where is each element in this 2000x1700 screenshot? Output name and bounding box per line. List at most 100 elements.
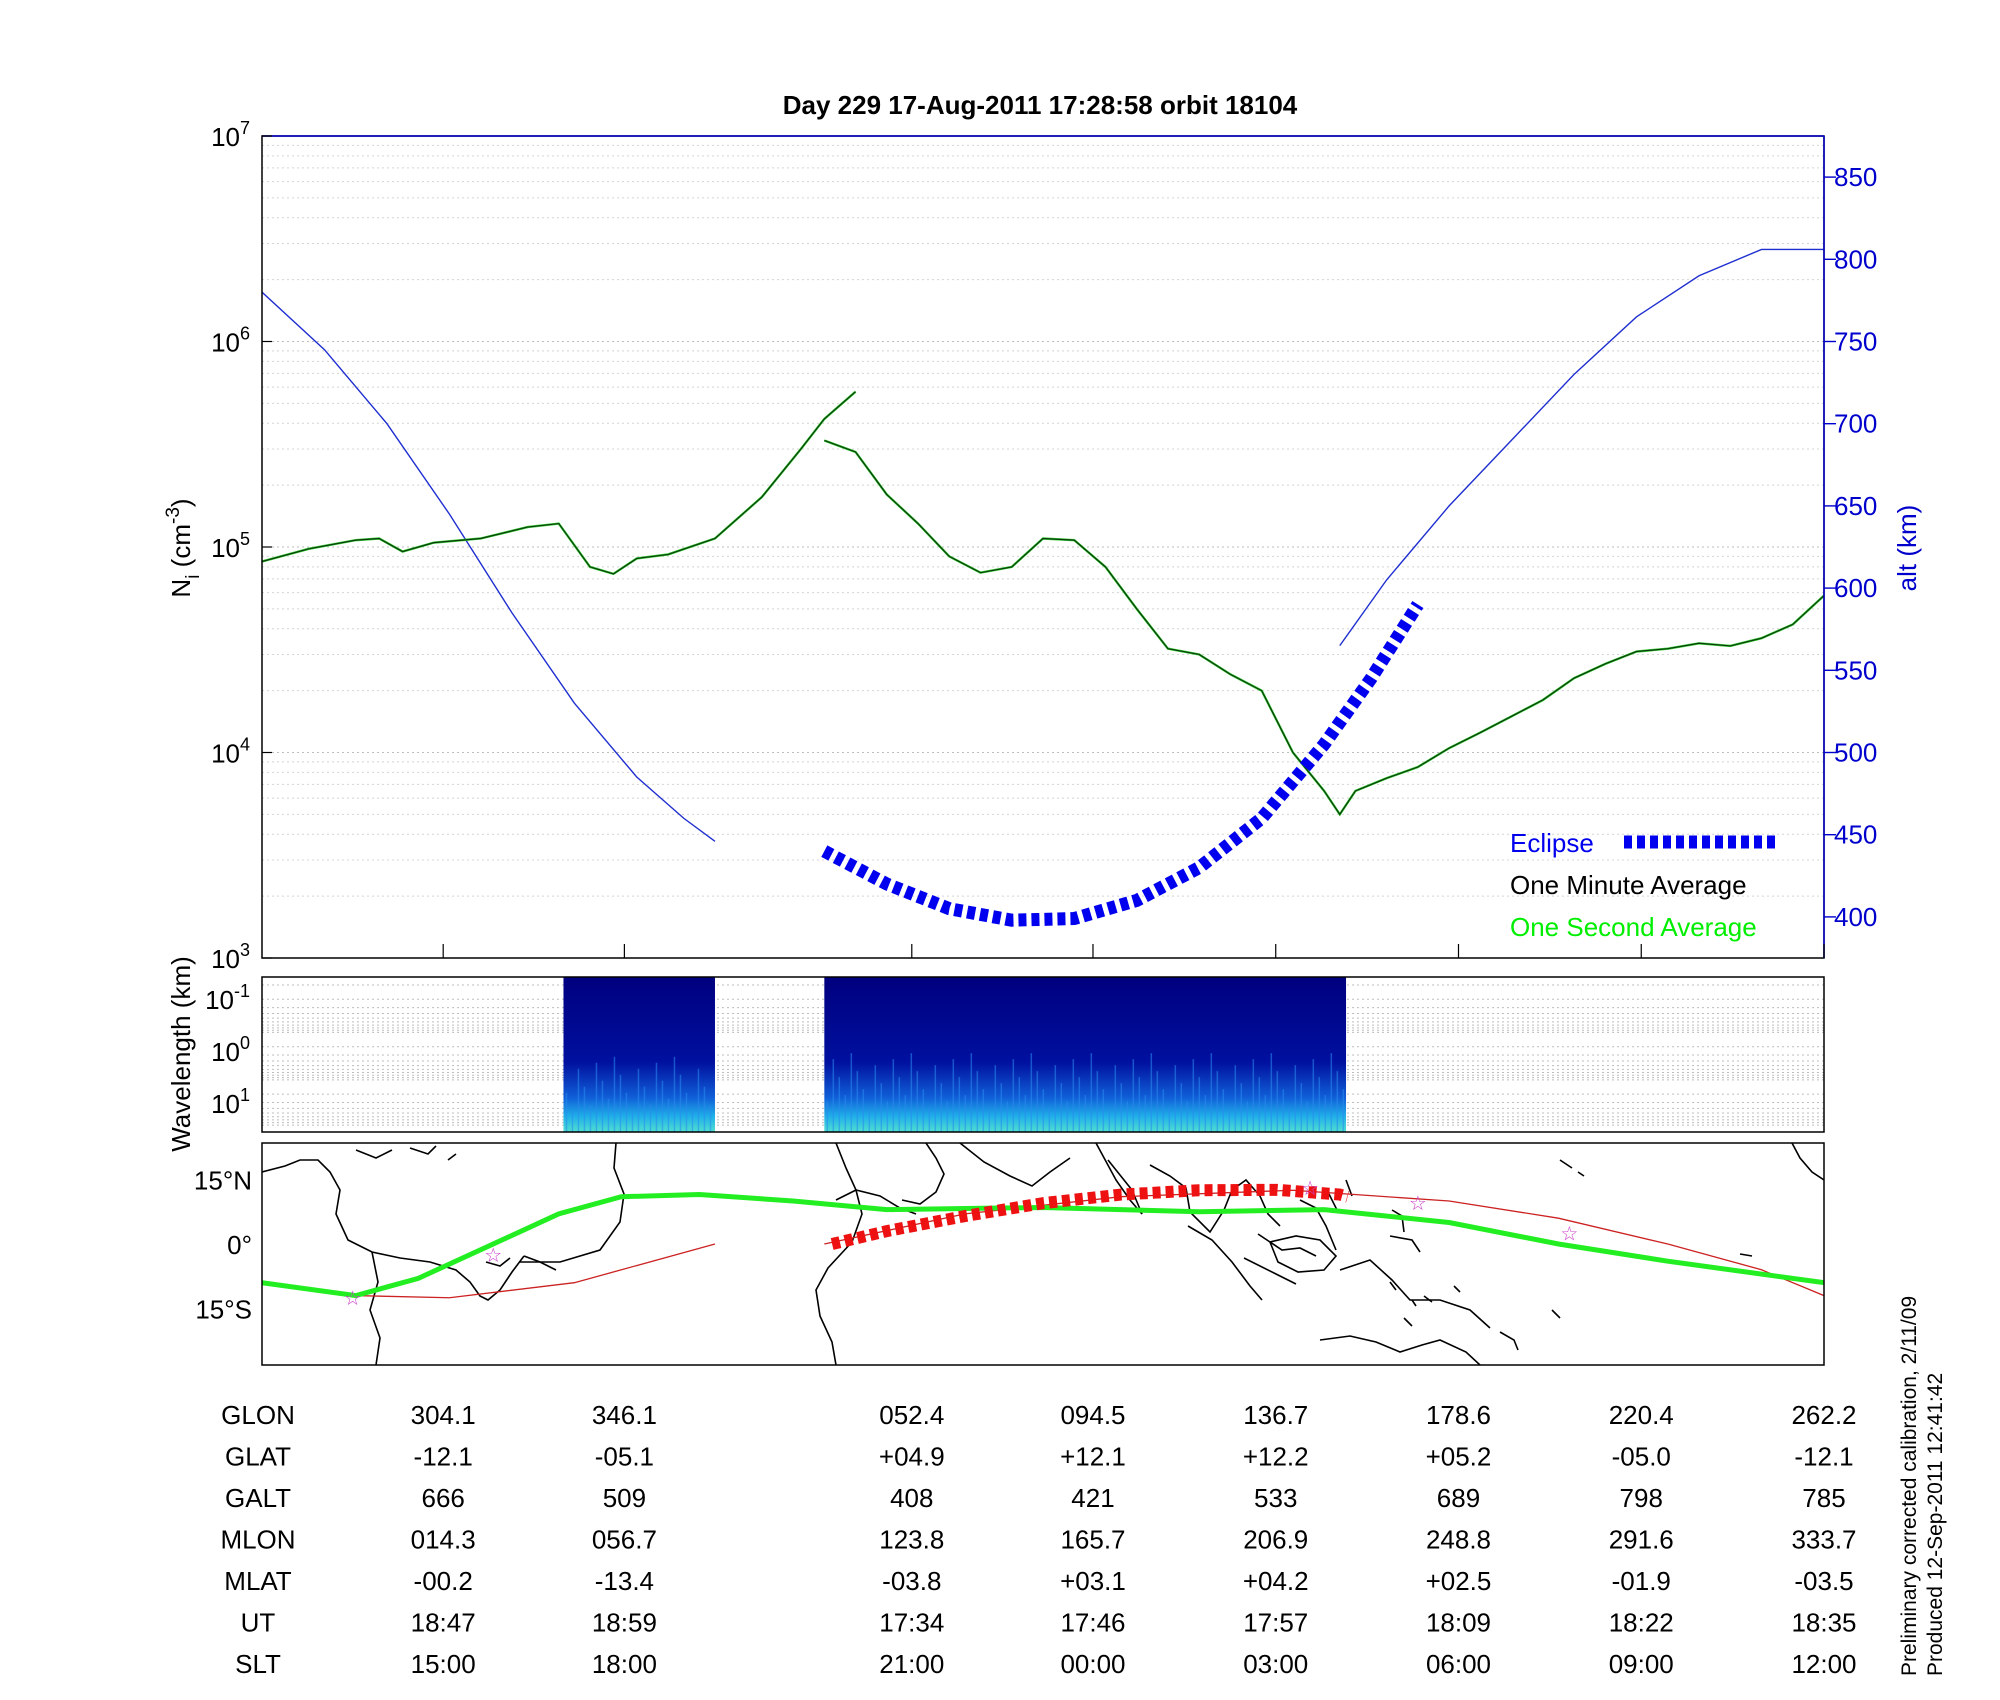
- table-cell: +04.2: [1243, 1566, 1309, 1596]
- chart-title: Day 229 17-Aug-2011 17:28:58 orbit 18104: [783, 90, 1298, 120]
- altitude-tick-label: 850: [1834, 162, 1877, 192]
- altitude-tick-label: 750: [1834, 327, 1877, 357]
- table-cell: 18:47: [411, 1608, 476, 1638]
- position-marker: ☆: [1301, 1176, 1319, 1200]
- wavelength-axis-label: Wavelength (km): [166, 956, 196, 1152]
- table-row-label: GLAT: [225, 1442, 291, 1472]
- table-cell: 785: [1802, 1483, 1845, 1513]
- footnote: Preliminary corrected calibration, 2/11/…: [1898, 1296, 1947, 1676]
- table-cell: 17:34: [879, 1608, 944, 1638]
- orbit-table: GLON 304.1 346.1 052.4 094.5 136.7 178.6 220.4 2…: [220, 1400, 1856, 1679]
- density-tick-label: 106: [211, 324, 250, 358]
- table-cell: 18:59: [592, 1608, 657, 1638]
- altitude-tick-label: 450: [1834, 820, 1877, 850]
- table-cell: 18:09: [1426, 1608, 1491, 1638]
- table-cell: 798: [1620, 1483, 1663, 1513]
- table-cell: 15:00: [411, 1649, 476, 1679]
- map-panel: ☆☆☆☆☆ 15°N0°15°S: [194, 1143, 1824, 1365]
- table-cell: 408: [890, 1483, 933, 1513]
- table-cell: -12.1: [414, 1442, 473, 1472]
- density-tick-label: 107: [211, 118, 250, 152]
- table-cell: -03.5: [1794, 1566, 1853, 1596]
- table-cell: 21:00: [879, 1649, 944, 1679]
- footnote-line-2: Produced 12-Sep-2011 12:41:42: [1924, 1373, 1947, 1676]
- density-panel: 103 104 105 106 107 400 450 500 550 600 650 700 750…: [163, 118, 1949, 974]
- table-cell: 666: [421, 1483, 464, 1513]
- table-cell: 533: [1254, 1483, 1297, 1513]
- altitude-tick-label: 800: [1834, 244, 1877, 274]
- table-cell: 014.3: [411, 1525, 476, 1555]
- table-cell: -05.0: [1612, 1442, 1671, 1472]
- table-cell: 304.1: [411, 1400, 476, 1430]
- table-cell: 262.2: [1791, 1400, 1856, 1430]
- altitude-tick-label: 400: [1834, 902, 1877, 932]
- table-cell: -13.4: [595, 1566, 654, 1596]
- altitude-tick-label: 600: [1834, 573, 1877, 603]
- altitude-axis-label: alt (km): [1892, 505, 1922, 592]
- table-cell: 123.8: [879, 1525, 944, 1555]
- table-cell: +05.2: [1426, 1442, 1492, 1472]
- table-cell: 094.5: [1060, 1400, 1125, 1430]
- density-tick-label: 103: [211, 940, 250, 974]
- density-axis-label: Ni (cm-3): [163, 498, 204, 597]
- density-tick-label: 105: [211, 529, 250, 563]
- spectrogram-block: [563, 977, 715, 1132]
- wavelength-tick-label: 10-1: [205, 981, 250, 1015]
- altitude-tick-label: 500: [1834, 738, 1877, 768]
- table-cell: 206.9: [1243, 1525, 1308, 1555]
- table-row-label: MLAT: [224, 1566, 292, 1596]
- table-cell: 12:00: [1791, 1649, 1856, 1679]
- table-cell: 220.4: [1609, 1400, 1674, 1430]
- wavelength-panel: 10-1 100 101 Wavelength (km): [166, 956, 1824, 1152]
- position-marker: ☆: [1560, 1221, 1578, 1245]
- table-cell: 178.6: [1426, 1400, 1491, 1430]
- table-row-label: SLT: [235, 1649, 281, 1679]
- table-cell: +04.9: [879, 1442, 945, 1472]
- table-cell: 165.7: [1060, 1525, 1125, 1555]
- position-marker: ☆: [1409, 1191, 1427, 1215]
- table-cell: 248.8: [1426, 1525, 1491, 1555]
- density-tick-label: 104: [211, 735, 250, 769]
- altitude-tick-label: 550: [1834, 655, 1877, 685]
- table-cell: 06:00: [1426, 1649, 1491, 1679]
- table-cell: 689: [1437, 1483, 1480, 1513]
- latitude-tick-label: 0°: [227, 1230, 252, 1260]
- legend-minute-label: One Minute Average: [1510, 870, 1747, 900]
- position-marker: ☆: [344, 1286, 362, 1310]
- altitude-tick-label: 650: [1834, 491, 1877, 521]
- table-cell: 421: [1071, 1483, 1114, 1513]
- table-cell: +02.5: [1426, 1566, 1492, 1596]
- latitude-ticks: 15°N 0° 15°S: [194, 1166, 252, 1325]
- latitude-tick-label: 15°S: [195, 1295, 252, 1325]
- table-cell: -05.1: [595, 1442, 654, 1472]
- table-cell: 17:57: [1243, 1608, 1308, 1638]
- legend-second-label: One Second Average: [1510, 912, 1757, 942]
- table-cell: +12.1: [1060, 1442, 1126, 1472]
- table-cell: -01.9: [1612, 1566, 1671, 1596]
- table-cell: 03:00: [1243, 1649, 1308, 1679]
- table-cell: 291.6: [1609, 1525, 1674, 1555]
- table-cell: 17:46: [1060, 1608, 1125, 1638]
- table-cell: 18:35: [1791, 1608, 1856, 1638]
- table-cell: 136.7: [1243, 1400, 1308, 1430]
- table-cell: 052.4: [879, 1400, 944, 1430]
- table-row-label: GALT: [225, 1483, 291, 1513]
- legend-eclipse-label: Eclipse: [1510, 828, 1594, 858]
- table-cell: 333.7: [1791, 1525, 1856, 1555]
- table-cell: 056.7: [592, 1525, 657, 1555]
- table-cell: 18:22: [1609, 1608, 1674, 1638]
- table-cell: 00:00: [1060, 1649, 1125, 1679]
- table-row-label: UT: [241, 1608, 276, 1638]
- table-row-label: GLON: [221, 1400, 295, 1430]
- table-cell: +03.1: [1060, 1566, 1126, 1596]
- table-cell: -12.1: [1794, 1442, 1853, 1472]
- table-cell: 509: [603, 1483, 646, 1513]
- altitude-y-ticks: 400 450 500 550 600 650 700 750 800 850: [1824, 162, 1877, 932]
- footnote-line-1: Preliminary corrected calibration, 2/11/…: [1898, 1296, 1921, 1676]
- altitude-tick-label: 700: [1834, 409, 1877, 439]
- spectrogram-data: [563, 977, 1346, 1132]
- wavelength-tick-label: 101: [211, 1085, 250, 1119]
- table-cell: 18:00: [592, 1649, 657, 1679]
- position-marker: ☆: [484, 1243, 502, 1267]
